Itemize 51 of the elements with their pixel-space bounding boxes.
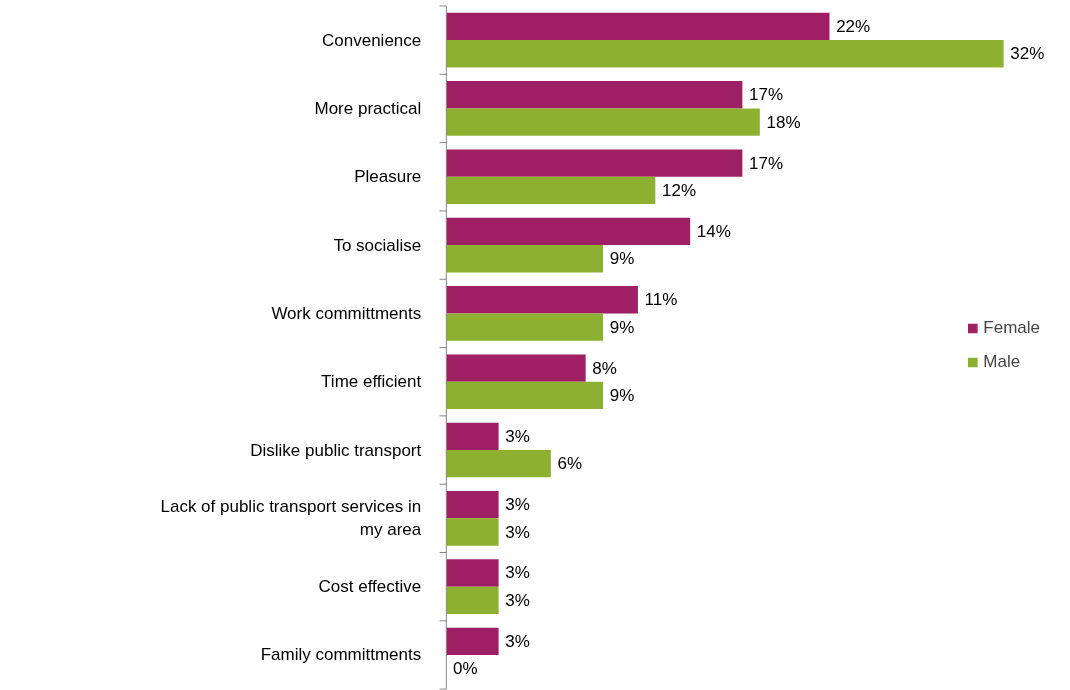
data-label: 14%: [696, 221, 731, 241]
bar: [446, 313, 604, 341]
bar: [446, 422, 499, 451]
data-label: 12%: [662, 180, 697, 200]
bar: [446, 586, 499, 614]
bar: [446, 12, 830, 41]
y-tick-label: Dislike public transport: [250, 440, 422, 460]
data-label: 0%: [453, 659, 478, 679]
data-label: 22%: [836, 16, 871, 36]
bar: [446, 286, 638, 314]
data-label: 3%: [505, 495, 530, 515]
bar: [446, 176, 656, 205]
data-label: 8%: [592, 358, 617, 378]
y-tick-label: Family committments: [260, 645, 422, 665]
y-tick-label: More practical: [314, 98, 422, 118]
data-label: 3%: [505, 426, 530, 446]
data-label: 17%: [749, 153, 784, 173]
y-tick-label: Convenience: [322, 30, 422, 50]
data-label: 3%: [505, 522, 530, 542]
y-tick-label: To socialise: [333, 235, 422, 255]
data-label: 18%: [766, 112, 801, 132]
data-label: 9%: [609, 385, 635, 405]
bar: [446, 108, 760, 136]
data-label: 3%: [505, 590, 530, 610]
legend-label: Male: [983, 352, 1021, 372]
data-label: 6%: [557, 454, 583, 474]
data-label: 9%: [609, 317, 635, 337]
y-tick-label: Work committments: [271, 303, 422, 323]
bar: [446, 354, 586, 382]
bar: [446, 450, 551, 478]
bar: [446, 149, 743, 177]
y-tick-label: Cost effective: [318, 577, 422, 597]
data-label: 3%: [505, 631, 530, 651]
y-tick-label: Time efficient: [321, 372, 422, 392]
y-tick-label: Lack of public transport services in my area: [160, 497, 422, 540]
legend-label: Female: [983, 318, 1040, 338]
data-label: 9%: [609, 249, 635, 269]
data-label: 17%: [749, 85, 784, 105]
bar: [446, 491, 499, 519]
y-tick-label: Pleasure: [354, 167, 422, 187]
bar: [446, 245, 604, 273]
bar: [446, 627, 499, 655]
data-label: 3%: [505, 563, 530, 583]
bar: [446, 81, 743, 109]
bar: [446, 381, 604, 410]
data-label: 32%: [1010, 44, 1045, 64]
data-label: 11%: [644, 290, 678, 310]
bar: [446, 40, 1004, 68]
bar: [446, 217, 691, 246]
bar: [446, 559, 499, 587]
bar: [446, 518, 499, 546]
